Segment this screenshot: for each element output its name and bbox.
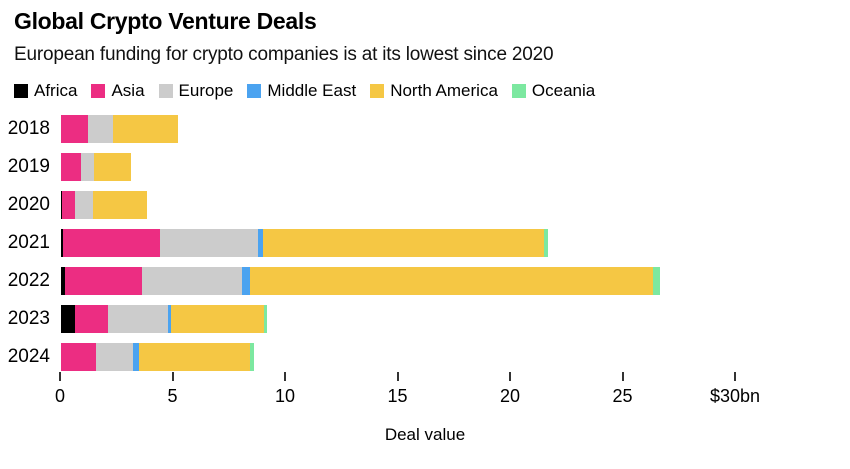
stacked-bar[interactable] — [60, 305, 267, 333]
chart-row: 2018 — [0, 110, 850, 148]
bar-segment[interactable] — [250, 267, 653, 295]
bar-segment[interactable] — [60, 267, 65, 295]
x-axis: 0 5 10 15 20 25 $30bn — [0, 372, 850, 412]
bar-segment[interactable] — [60, 191, 63, 219]
plot-area: 2018 2019 2020 2021 2022 2023 2024 — [0, 110, 850, 375]
x-axis-tick-label: $30bn — [709, 386, 761, 406]
bar-segment[interactable] — [108, 305, 168, 333]
bar-segment[interactable] — [543, 229, 549, 257]
legend-item-label: Europe — [178, 81, 234, 100]
bar-segment[interactable] — [74, 191, 93, 219]
x-axis-title: Deal value — [384, 425, 466, 444]
x-axis-tick-label: 0 — [54, 386, 66, 406]
legend-swatch-icon — [14, 83, 28, 98]
bar-segment[interactable] — [81, 153, 94, 181]
legend-item[interactable]: Europe — [158, 81, 234, 100]
bar-segment[interactable] — [88, 115, 113, 143]
legend-swatch-icon — [511, 83, 526, 98]
bar-segment[interactable] — [262, 229, 544, 257]
legend-swatch-icon — [370, 83, 385, 98]
legend-swatch-icon — [158, 83, 173, 98]
legend-item[interactable]: Africa — [14, 82, 77, 99]
bar-segment[interactable] — [92, 191, 147, 219]
bar-segment[interactable] — [64, 267, 143, 295]
bar-segment[interactable] — [93, 153, 131, 181]
stacked-bar[interactable] — [60, 229, 549, 257]
chart-row: 2020 — [0, 186, 850, 224]
bar-segment[interactable] — [60, 229, 64, 257]
y-axis-tick-label: 2021 — [7, 232, 50, 253]
bar-segment[interactable] — [60, 115, 89, 143]
x-axis-tick-mark — [396, 372, 399, 381]
y-axis-tick-label: 2022 — [7, 270, 50, 291]
bar-segment[interactable] — [168, 305, 172, 333]
legend-item-label: Asia — [111, 81, 145, 100]
legend-item[interactable]: North America — [370, 82, 498, 99]
x-axis-tick-mark — [734, 372, 736, 381]
bar-segment[interactable] — [142, 267, 243, 295]
legend-swatch-icon — [247, 83, 262, 98]
bar-segment[interactable] — [62, 191, 75, 219]
y-axis-tick-label: 2018 — [7, 118, 50, 139]
y-axis-tick-label: 2023 — [7, 308, 50, 329]
y-axis-tick-label: 2020 — [7, 194, 50, 215]
legend-item-label: North America — [390, 81, 498, 100]
x-axis-tick-label: 10 — [274, 386, 296, 406]
x-axis-tick-label: 5 — [167, 386, 178, 406]
bar-segment[interactable] — [160, 229, 258, 257]
chart-row: 2024 — [0, 338, 850, 376]
bar-segment[interactable] — [74, 305, 109, 333]
y-axis-tick-label: 2019 — [7, 156, 50, 177]
axis-baseline — [60, 110, 61, 372]
bar-segment[interactable] — [60, 153, 82, 181]
bar-segment[interactable] — [242, 267, 251, 295]
legend-item-label: Oceania — [531, 81, 596, 100]
x-axis-tick-mark — [284, 372, 286, 381]
legend-item[interactable]: Asia — [91, 81, 145, 100]
x-axis-tick-mark — [171, 372, 174, 381]
bar-segment[interactable] — [652, 267, 660, 295]
x-axis-tick-label: 15 — [387, 386, 408, 406]
bar-segment[interactable] — [250, 343, 254, 371]
bar-segment[interactable] — [263, 305, 267, 333]
legend-item[interactable]: Oceania — [511, 81, 596, 100]
bar-segment[interactable] — [61, 343, 96, 371]
legend-item-label: Africa — [34, 81, 78, 100]
bar-segment[interactable] — [258, 229, 263, 257]
stacked-bar[interactable] — [60, 191, 147, 219]
legend-item[interactable]: Middle East — [247, 82, 356, 99]
stacked-bar[interactable] — [60, 153, 131, 181]
bar-segment[interactable] — [63, 229, 161, 257]
legend-item-label: Middle East — [267, 81, 357, 100]
x-axis-tick-mark — [59, 372, 61, 381]
bar-segment[interactable] — [96, 343, 134, 371]
x-axis-tick-label: 25 — [612, 386, 633, 406]
x-axis-tick-label: 20 — [499, 386, 521, 406]
chart-row: 2023 — [0, 300, 850, 338]
y-axis-tick-label: 2024 — [7, 346, 50, 367]
x-axis-tick-mark — [509, 372, 511, 381]
stacked-bar[interactable] — [60, 115, 179, 143]
chart-row: 2019 — [0, 148, 850, 186]
stacked-bar[interactable] — [60, 343, 254, 371]
chart-row: 2021 — [0, 224, 850, 262]
page-title: Global Crypto Venture Deals — [14, 8, 317, 34]
bar-segment[interactable] — [133, 343, 139, 371]
bar-segment[interactable] — [138, 343, 251, 371]
chart-subtitle: European funding for crypto companies is… — [14, 44, 554, 65]
chart-row: 2022 — [0, 262, 850, 300]
bar-segment[interactable] — [171, 305, 264, 333]
x-axis-tick-mark — [621, 372, 624, 381]
stacked-bar[interactable] — [60, 267, 660, 295]
legend-swatch-icon — [91, 83, 106, 98]
bar-segment[interactable] — [112, 115, 179, 143]
bar-segment[interactable] — [60, 305, 75, 333]
chart-legend: Africa Asia Europe Middle East North America… — [14, 82, 609, 99]
